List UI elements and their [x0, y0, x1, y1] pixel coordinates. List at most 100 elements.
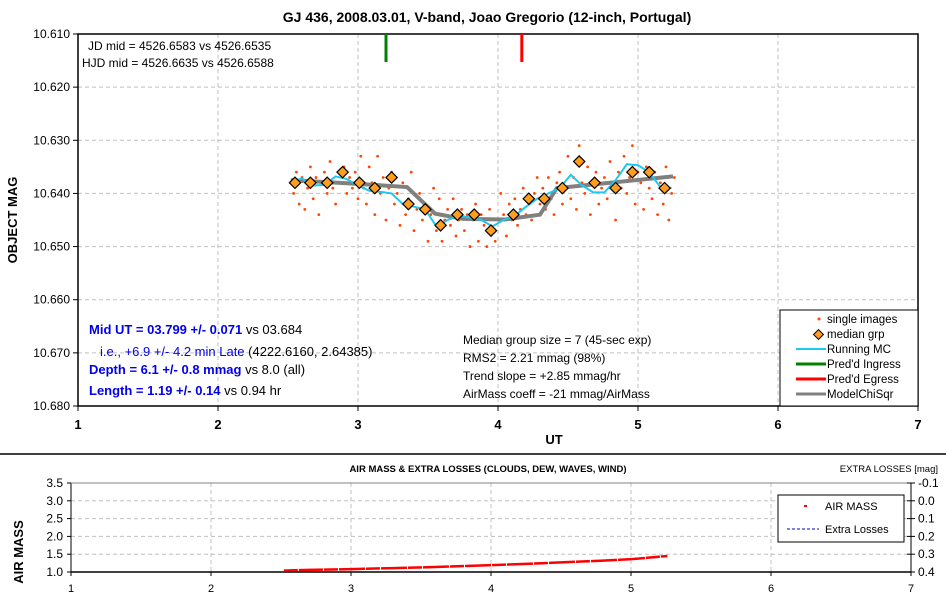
main-y-tick-label: 10.660 [33, 293, 70, 307]
median-group-point [288, 176, 302, 190]
median-group-point [572, 155, 586, 169]
extra-losses-tick-label: 0.0 [918, 494, 935, 508]
single-image-point [558, 170, 561, 174]
depth-compare: vs 8.0 (all) [241, 362, 305, 377]
median-group-point [506, 208, 520, 222]
single-image-point [516, 223, 519, 227]
single-image-point [577, 144, 581, 148]
main-y-tick-label: 10.640 [33, 186, 70, 200]
single-image-point [398, 223, 402, 227]
single-image-point [474, 202, 477, 206]
main-x-tick-label: 4 [494, 417, 502, 432]
airmass-segment [283, 568, 310, 572]
single-image-point [538, 202, 542, 206]
single-image-point [488, 207, 491, 211]
legend-extra-losses: Extra Losses [825, 524, 889, 536]
single-image-point [317, 213, 321, 217]
main-x-tick-label: 1 [74, 417, 81, 432]
airmass-y-tick-label: 2.5 [46, 512, 63, 526]
main-y-axis: 10.610 10.620 10.630 10.640 10.650 10.660 10.6… [33, 27, 78, 413]
airmass-y-axis: 1.0 1.5 2.0 2.5 3.0 3.5 [46, 476, 71, 579]
single-image-point [555, 181, 559, 185]
main-y-tick-label: 10.680 [33, 399, 70, 413]
mid-ut-text: Mid UT = 03.799 +/- 0.071 vs 03.684 [89, 322, 302, 337]
airmass-chart-grid [71, 483, 911, 572]
median-group-point [368, 181, 382, 195]
extra-losses-axis-label: EXTRA LOSSES [mag] [840, 464, 938, 475]
mid-ut-value: Mid UT = 03.799 +/- 0.071 [89, 322, 242, 337]
single-image-point [306, 186, 309, 190]
single-image-point [513, 197, 517, 201]
median-group-size-text: Median group size = 7 (45-sec exp) [463, 333, 651, 347]
single-image-point [552, 213, 556, 217]
single-image-point [446, 207, 449, 211]
single-image-point [334, 202, 337, 206]
single-image-point [569, 197, 573, 201]
airmass-segment [602, 557, 632, 562]
median-group-point [303, 176, 317, 190]
single-image-point [328, 160, 332, 163]
airmass-y-tick-label: 3.0 [46, 494, 63, 508]
single-image-point [395, 192, 399, 195]
length-text: Length = 1.19 +/- 0.14 vs 0.94 hr [89, 383, 282, 398]
extra-losses-tick-label: -0.1 [918, 476, 939, 490]
single-image-point [311, 197, 315, 201]
single-image-point [583, 192, 587, 195]
single-image-point [670, 192, 673, 195]
single-image-point [367, 165, 371, 169]
single-image-point [295, 170, 298, 174]
airmass-x-tick-label: 4 [488, 583, 494, 595]
single-image-point [325, 192, 329, 195]
single-image-point [673, 176, 676, 179]
single-image-point [614, 218, 617, 222]
single-image-point [603, 176, 606, 179]
single-image-point [376, 154, 379, 158]
main-y-axis-label: OBJECT MAG [5, 177, 20, 264]
single-image-point [359, 154, 363, 158]
single-image-point [435, 229, 438, 233]
single-image-point [561, 202, 564, 206]
airmass-legend: AIR MASS Extra Losses [777, 494, 905, 543]
single-image-point [628, 176, 631, 179]
single-image-point [297, 202, 301, 206]
single-image-point [586, 165, 589, 169]
single-image-point [351, 186, 354, 190]
airmass-series [283, 554, 668, 572]
single-images-series [289, 144, 676, 248]
late-params: (4222.6160, 2.64385) [245, 344, 373, 359]
rms-text: RMS2 = 2.21 mmag (98%) [463, 351, 605, 365]
median-group-point [434, 218, 448, 232]
main-chart-title: GJ 436, 2008.03.01, V-band, Joao Gregori… [283, 9, 691, 25]
main-x-tick-label: 3 [354, 417, 361, 432]
main-x-axis: 1 2 3 4 5 6 7 [74, 406, 922, 432]
single-image-point [451, 197, 455, 201]
mid-ut-compare: vs 03.684 [242, 322, 302, 337]
single-image-point [449, 223, 452, 227]
median-group-point [320, 176, 334, 190]
single-image-point [633, 202, 637, 206]
single-image-point [412, 229, 416, 233]
single-image-point [650, 197, 654, 201]
single-image-point [415, 207, 419, 211]
single-image-point [292, 192, 295, 195]
single-image-point [393, 202, 396, 206]
single-image-point [521, 186, 525, 190]
airmass-x-tick-label: 7 [908, 583, 914, 595]
main-x-tick-label: 7 [914, 417, 921, 432]
trend-slope-text: Trend slope = +2.85 mmag/hr [463, 369, 621, 383]
airmass-x-tick-label: 3 [348, 583, 354, 595]
median-group-point [609, 181, 623, 195]
median-group-point [336, 165, 350, 179]
single-image-point [314, 176, 318, 179]
single-image-point [566, 154, 570, 158]
single-image-point [309, 165, 312, 169]
main-legend: single images median grp Running MC Pred… [779, 309, 919, 407]
airmass-y-tick-label: 1.5 [46, 547, 63, 561]
median-group-point [352, 176, 366, 190]
single-image-point [631, 144, 634, 148]
airmass-y-tick-label: 2.0 [46, 529, 63, 543]
single-image-point [656, 213, 659, 217]
airmass-chart-title: AIR MASS & EXTRA LOSSES (CLOUDS, DEW, WA… [349, 464, 626, 475]
legend-airmass-marker [804, 505, 807, 507]
